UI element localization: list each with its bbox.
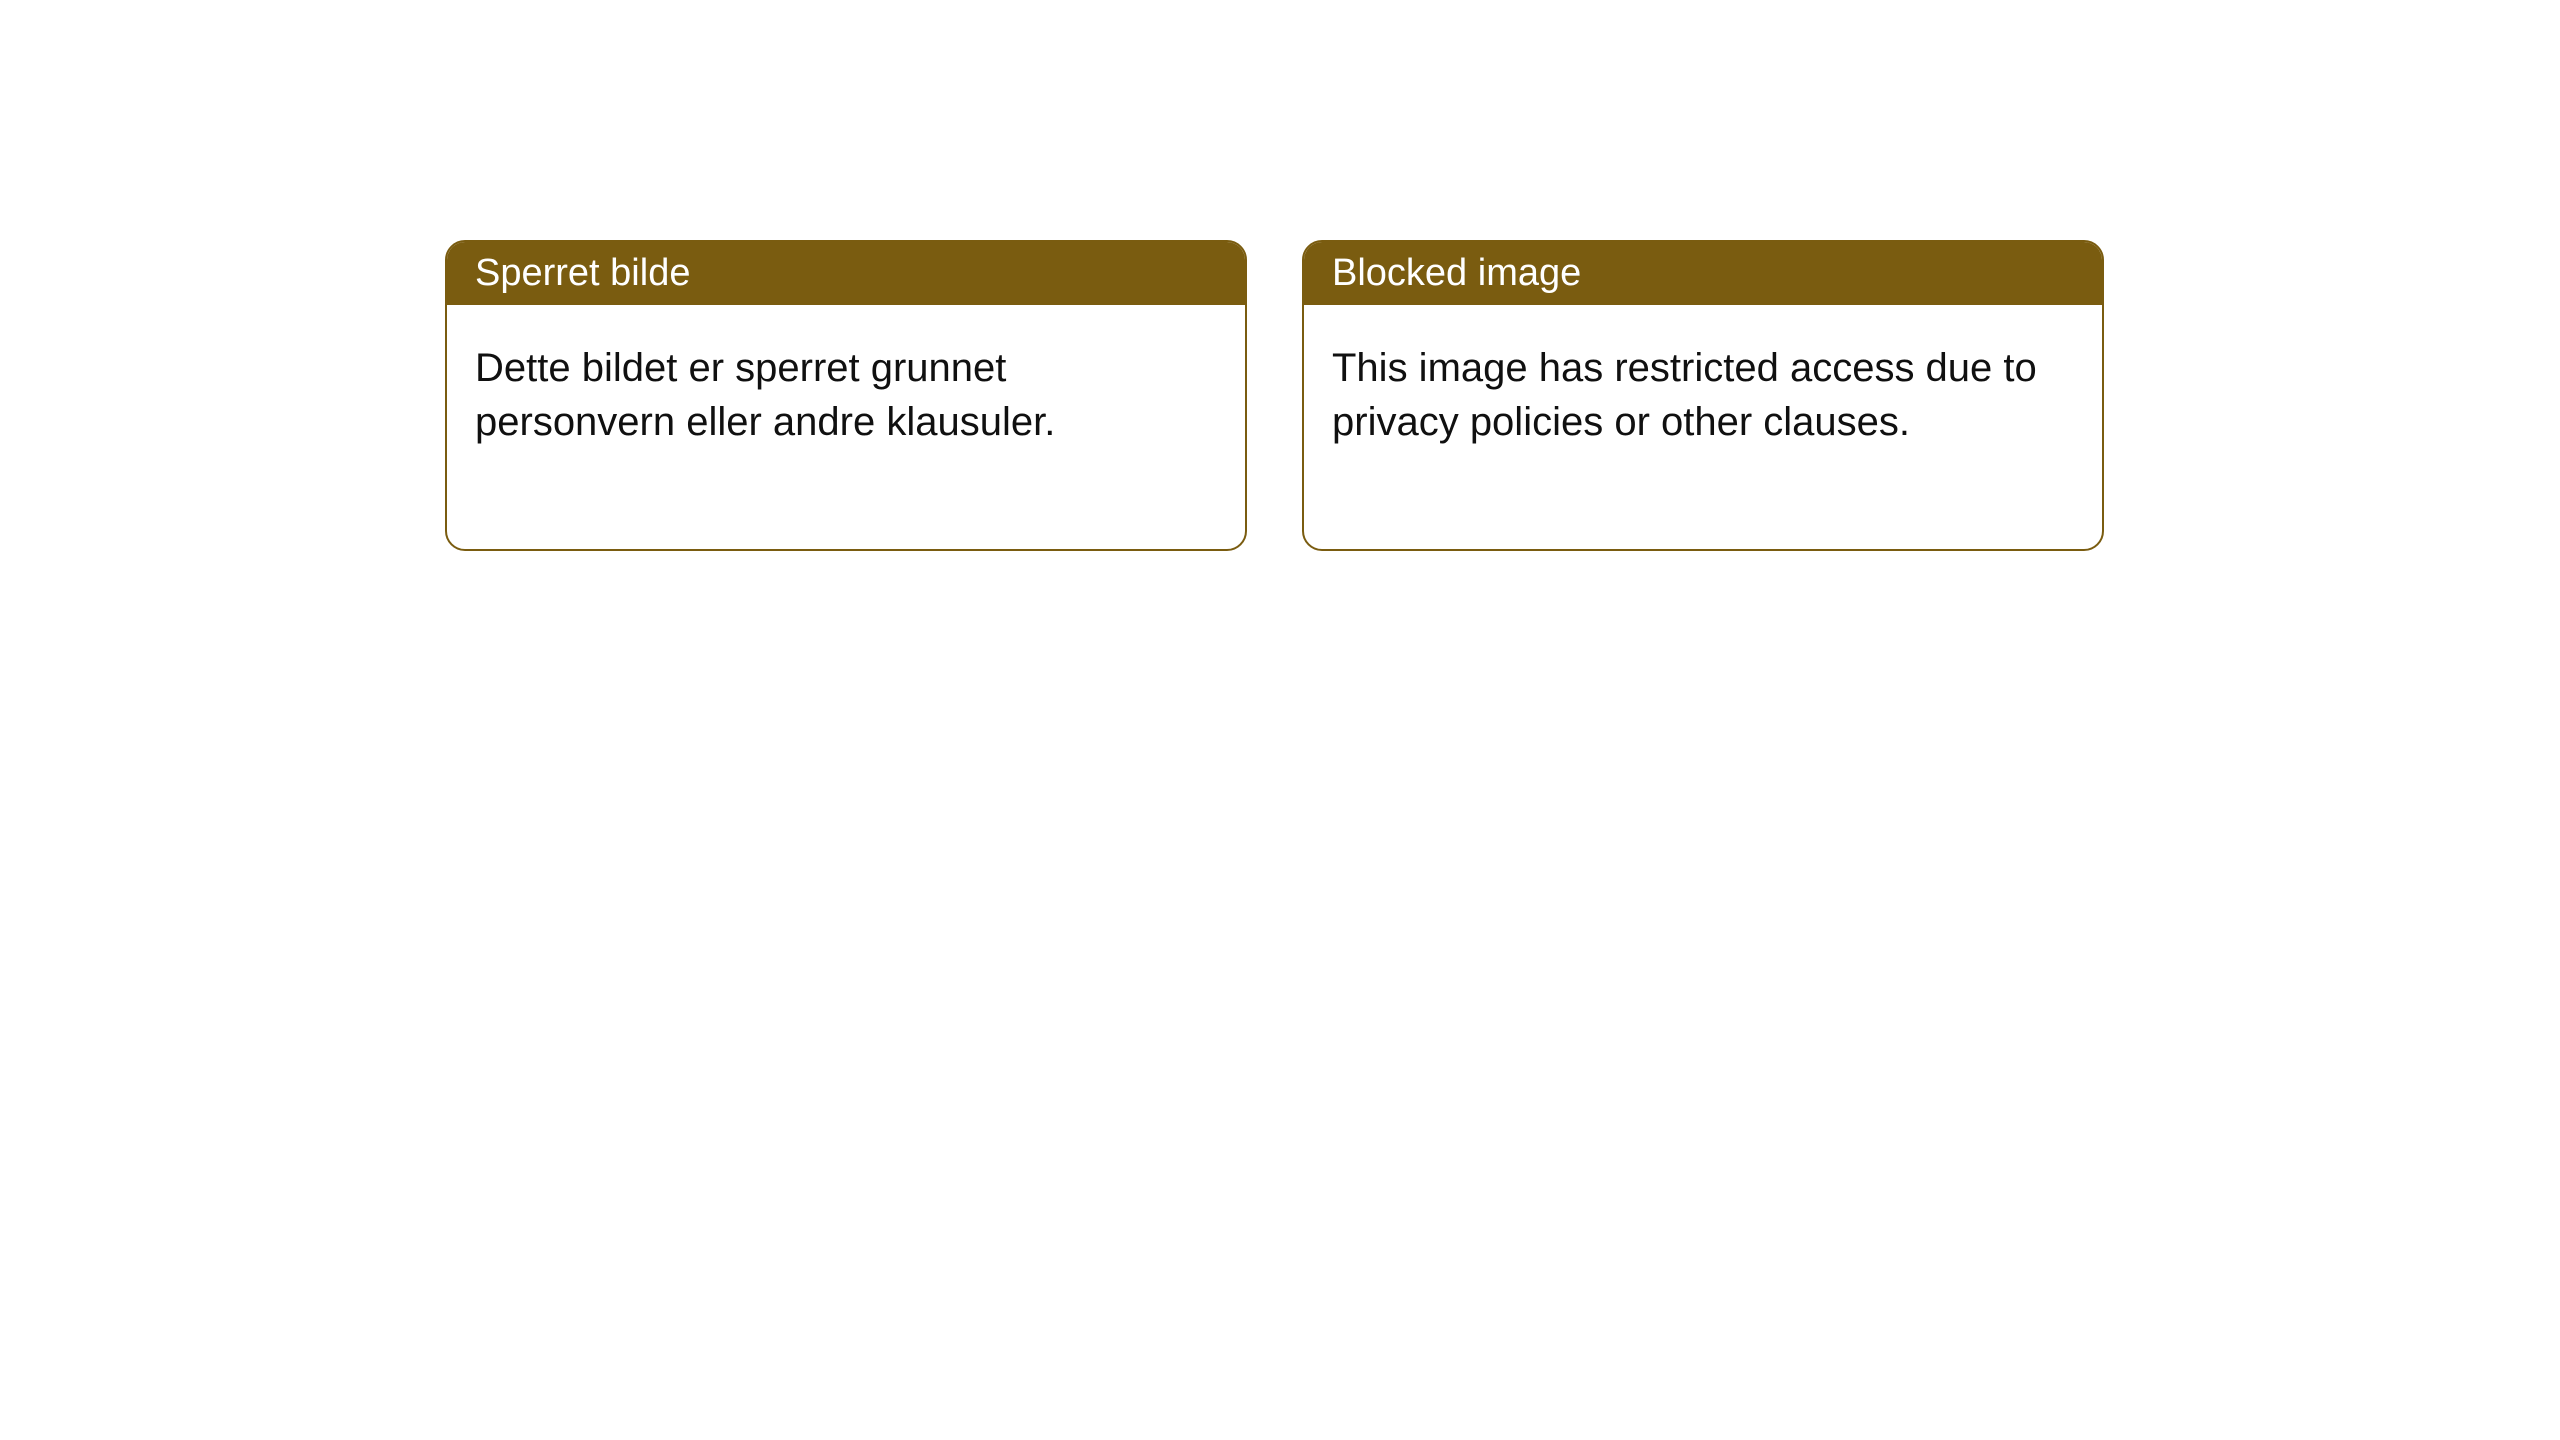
card-body-text: This image has restricted access due to … <box>1332 346 2037 444</box>
card-title: Blocked image <box>1332 252 1581 294</box>
card-header: Blocked image <box>1304 242 2102 305</box>
notice-card-english: Blocked image This image has restricted … <box>1302 240 2104 551</box>
notice-cards-container: Sperret bilde Dette bildet er sperret gr… <box>445 240 2104 551</box>
card-body: Dette bildet er sperret grunnet personve… <box>447 305 1245 549</box>
notice-card-norwegian: Sperret bilde Dette bildet er sperret gr… <box>445 240 1247 551</box>
card-body-text: Dette bildet er sperret grunnet personve… <box>475 346 1055 444</box>
card-body: This image has restricted access due to … <box>1304 305 2102 549</box>
card-title: Sperret bilde <box>475 252 690 294</box>
card-header: Sperret bilde <box>447 242 1245 305</box>
